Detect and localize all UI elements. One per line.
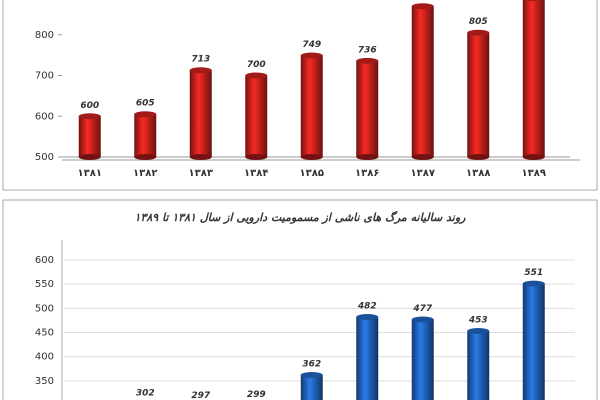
bar-top (356, 314, 379, 321)
bar (411, 316, 434, 400)
bar (134, 111, 157, 160)
bar (522, 0, 545, 160)
chart: 5006007008000۱۳۸۱600۱۳۸۲605۱۳۸۳713۱۳۸۴70… (35, 0, 546, 179)
bar (467, 29, 490, 160)
value-label: 362 (302, 360, 321, 370)
x-tick-label: ۱۳۸۵ (300, 168, 324, 179)
value-label: 805 (469, 17, 488, 27)
bar-top (411, 316, 434, 323)
bar (78, 113, 101, 160)
y-tick-label: 600 (35, 111, 54, 122)
bar-base (78, 154, 101, 160)
bar (356, 314, 379, 400)
bar-body (245, 75, 268, 157)
bar-top (467, 29, 490, 36)
bar-top (245, 72, 268, 79)
bar-top (78, 113, 101, 120)
bar-top (189, 67, 212, 74)
bar-base (134, 154, 157, 160)
bar-top (134, 111, 157, 118)
value-label: 453 (468, 316, 488, 326)
bar (300, 372, 323, 400)
x-tick-label: ۱۳۸۴ (244, 168, 268, 179)
bar-top (300, 52, 323, 59)
bar (467, 328, 490, 400)
charts: 5006007008000۱۳۸۱600۱۳۸۲605۱۳۸۳713۱۳۸۴70… (35, 0, 575, 400)
bottom-panel (2, 199, 598, 400)
value-label: 302 (136, 389, 155, 399)
bar-body (411, 6, 434, 157)
bar-body (356, 60, 379, 157)
bar-body (300, 55, 323, 157)
x-tick-label: ۱۳۸۳ (189, 168, 213, 179)
bar-base (189, 154, 212, 160)
bar-base (411, 154, 434, 160)
y-tick-label: 800 (35, 30, 54, 41)
bar-body (356, 317, 379, 400)
bar (189, 67, 212, 160)
bar-top (356, 57, 379, 64)
value-label: 551 (524, 268, 543, 278)
x-tick-label: ۱۳۸۲ (133, 168, 157, 179)
bar-body (467, 32, 490, 157)
bar-body (300, 375, 323, 400)
chart-title: روند سالیانه مرگ های ناشی از مسمومیت دار… (135, 210, 467, 224)
bar (522, 280, 545, 400)
bar (300, 52, 323, 160)
top-panel (2, 0, 598, 191)
bar (245, 72, 268, 160)
value-label: 749 (302, 40, 321, 50)
x-tick-label: ۱۳۸۱ (78, 168, 102, 179)
y-tick-label: 700 (35, 71, 54, 82)
y-tick-label: 500 (35, 152, 54, 163)
bar-top (522, 280, 545, 287)
bar-body (522, 0, 545, 158)
bar-body (467, 331, 490, 400)
y-tick-label: 400 (35, 352, 54, 363)
y-tick-label: 350 (35, 376, 54, 387)
bar-base (300, 154, 323, 160)
bar (356, 57, 379, 160)
bar-body (78, 116, 101, 157)
bar-body (134, 114, 157, 157)
x-tick-label: ۱۳۸۹ (522, 168, 546, 179)
bar-base (245, 154, 268, 160)
y-tick-label: 550 (35, 279, 54, 290)
bar-body (522, 283, 545, 400)
value-label: 605 (136, 99, 155, 109)
value-label: 713 (191, 55, 210, 65)
bar-body (189, 70, 212, 157)
bar-top (525, 0, 543, 2)
bar-body (411, 319, 434, 400)
value-label: 477 (412, 304, 433, 314)
value-label: 297 (191, 391, 211, 400)
value-label: 600 (80, 101, 99, 111)
bar-top (300, 372, 323, 379)
y-tick-label: 600 (35, 255, 54, 266)
value-label: 299 (247, 390, 266, 400)
bar-base (356, 154, 379, 160)
value-label: 700 (247, 60, 266, 70)
value-label: 736 (358, 45, 377, 55)
x-tick-label: ۱۳۸۸ (466, 168, 490, 179)
bar-top (411, 3, 434, 10)
x-tick-label: ۱۳۸۷ (411, 168, 435, 179)
bar-base (522, 154, 545, 160)
x-tick-label: ۱۳۸۶ (355, 168, 379, 179)
chart: 3003504004505005506003022972993624824774… (35, 255, 575, 400)
bar (411, 3, 434, 160)
bar-top (467, 328, 490, 335)
y-tick-label: 500 (35, 303, 54, 314)
bar-base (467, 154, 490, 160)
value-label: 482 (357, 302, 377, 312)
y-tick-label: 450 (35, 328, 54, 339)
